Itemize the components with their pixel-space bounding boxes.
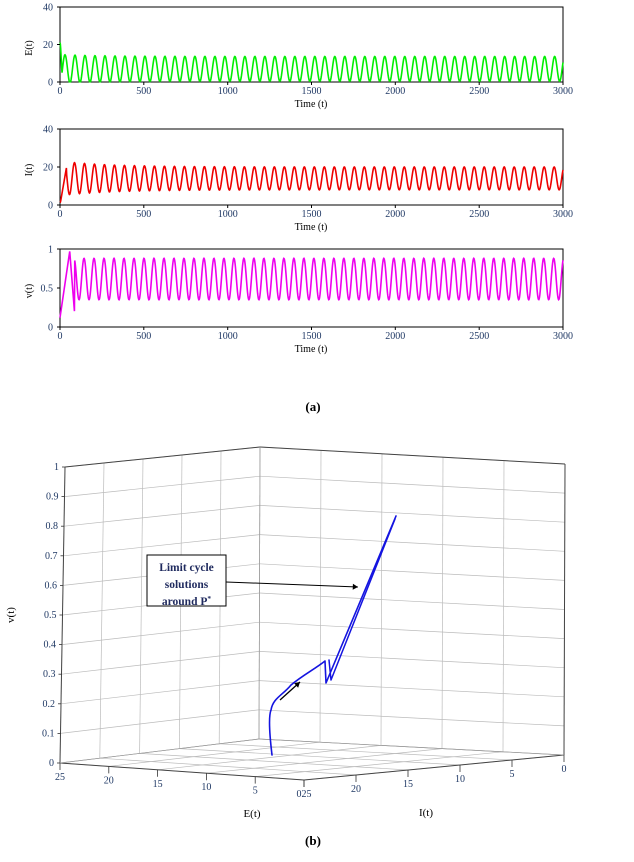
svg-text:1: 1 bbox=[48, 245, 53, 256]
svg-text:25: 25 bbox=[55, 772, 65, 783]
svg-text:0.1: 0.1 bbox=[42, 728, 55, 739]
svg-text:2500: 2500 bbox=[469, 331, 489, 342]
svg-text:0: 0 bbox=[48, 323, 53, 334]
svg-text:500: 500 bbox=[136, 331, 151, 342]
svg-text:0: 0 bbox=[49, 758, 54, 769]
svg-text:Limit cycle: Limit cycle bbox=[159, 562, 214, 574]
svg-text:Time (t): Time (t) bbox=[295, 99, 328, 110]
svg-text:0.5: 0.5 bbox=[44, 610, 57, 621]
svg-text:2500: 2500 bbox=[469, 86, 489, 97]
svg-text:1500: 1500 bbox=[302, 209, 322, 220]
svg-text:20: 20 bbox=[104, 775, 114, 786]
svg-text:500: 500 bbox=[136, 209, 151, 220]
svg-text:0: 0 bbox=[58, 209, 63, 220]
svg-text:I(t): I(t) bbox=[419, 807, 433, 819]
svg-text:025: 025 bbox=[297, 789, 312, 800]
svg-text:500: 500 bbox=[136, 86, 151, 97]
svg-text:20: 20 bbox=[351, 784, 361, 795]
svg-text:0.7: 0.7 bbox=[45, 551, 58, 562]
svg-text:2000: 2000 bbox=[385, 331, 405, 342]
svg-text:around P*: around P* bbox=[162, 594, 211, 608]
svg-text:0.4: 0.4 bbox=[44, 640, 57, 651]
svg-text:2000: 2000 bbox=[385, 209, 405, 220]
svg-text:Time (t): Time (t) bbox=[295, 344, 328, 355]
svg-text:v(t): v(t) bbox=[24, 284, 35, 298]
svg-text:3000: 3000 bbox=[553, 209, 573, 220]
svg-text:1: 1 bbox=[54, 462, 59, 473]
svg-text:(b): (b) bbox=[305, 833, 321, 848]
svg-text:3000: 3000 bbox=[553, 331, 573, 342]
svg-text:10: 10 bbox=[455, 774, 465, 785]
svg-text:3000: 3000 bbox=[553, 86, 573, 97]
svg-text:0: 0 bbox=[58, 331, 63, 342]
svg-text:15: 15 bbox=[403, 779, 413, 790]
svg-text:0.9: 0.9 bbox=[46, 492, 59, 503]
svg-text:0.3: 0.3 bbox=[43, 669, 56, 680]
svg-text:0: 0 bbox=[58, 86, 63, 97]
svg-text:20: 20 bbox=[43, 163, 53, 174]
svg-text:1500: 1500 bbox=[302, 86, 322, 97]
svg-text:5: 5 bbox=[253, 786, 258, 797]
svg-text:15: 15 bbox=[153, 779, 163, 790]
svg-text:0.6: 0.6 bbox=[45, 580, 58, 591]
svg-text:0: 0 bbox=[48, 78, 53, 89]
svg-text:0.8: 0.8 bbox=[46, 521, 59, 532]
svg-text:2000: 2000 bbox=[385, 86, 405, 97]
svg-text:10: 10 bbox=[201, 782, 211, 793]
svg-text:E(t): E(t) bbox=[243, 808, 260, 820]
svg-text:0: 0 bbox=[562, 764, 567, 775]
svg-text:1000: 1000 bbox=[218, 209, 238, 220]
svg-text:0.5: 0.5 bbox=[41, 284, 54, 295]
svg-text:solutions: solutions bbox=[165, 579, 209, 591]
svg-text:0: 0 bbox=[48, 201, 53, 212]
svg-text:E(t): E(t) bbox=[24, 40, 35, 56]
svg-text:5: 5 bbox=[510, 769, 515, 780]
svg-text:2500: 2500 bbox=[469, 209, 489, 220]
svg-text:40: 40 bbox=[43, 3, 53, 14]
svg-text:I(t): I(t) bbox=[24, 164, 35, 177]
svg-text:40: 40 bbox=[43, 125, 53, 136]
svg-text:Time (t): Time (t) bbox=[295, 222, 328, 233]
svg-text:20: 20 bbox=[43, 40, 53, 51]
svg-text:0.2: 0.2 bbox=[43, 699, 56, 710]
svg-text:(a): (a) bbox=[305, 399, 320, 414]
svg-text:v(t): v(t) bbox=[5, 607, 17, 623]
svg-text:1500: 1500 bbox=[302, 331, 322, 342]
svg-text:1000: 1000 bbox=[218, 86, 238, 97]
svg-text:1000: 1000 bbox=[218, 331, 238, 342]
